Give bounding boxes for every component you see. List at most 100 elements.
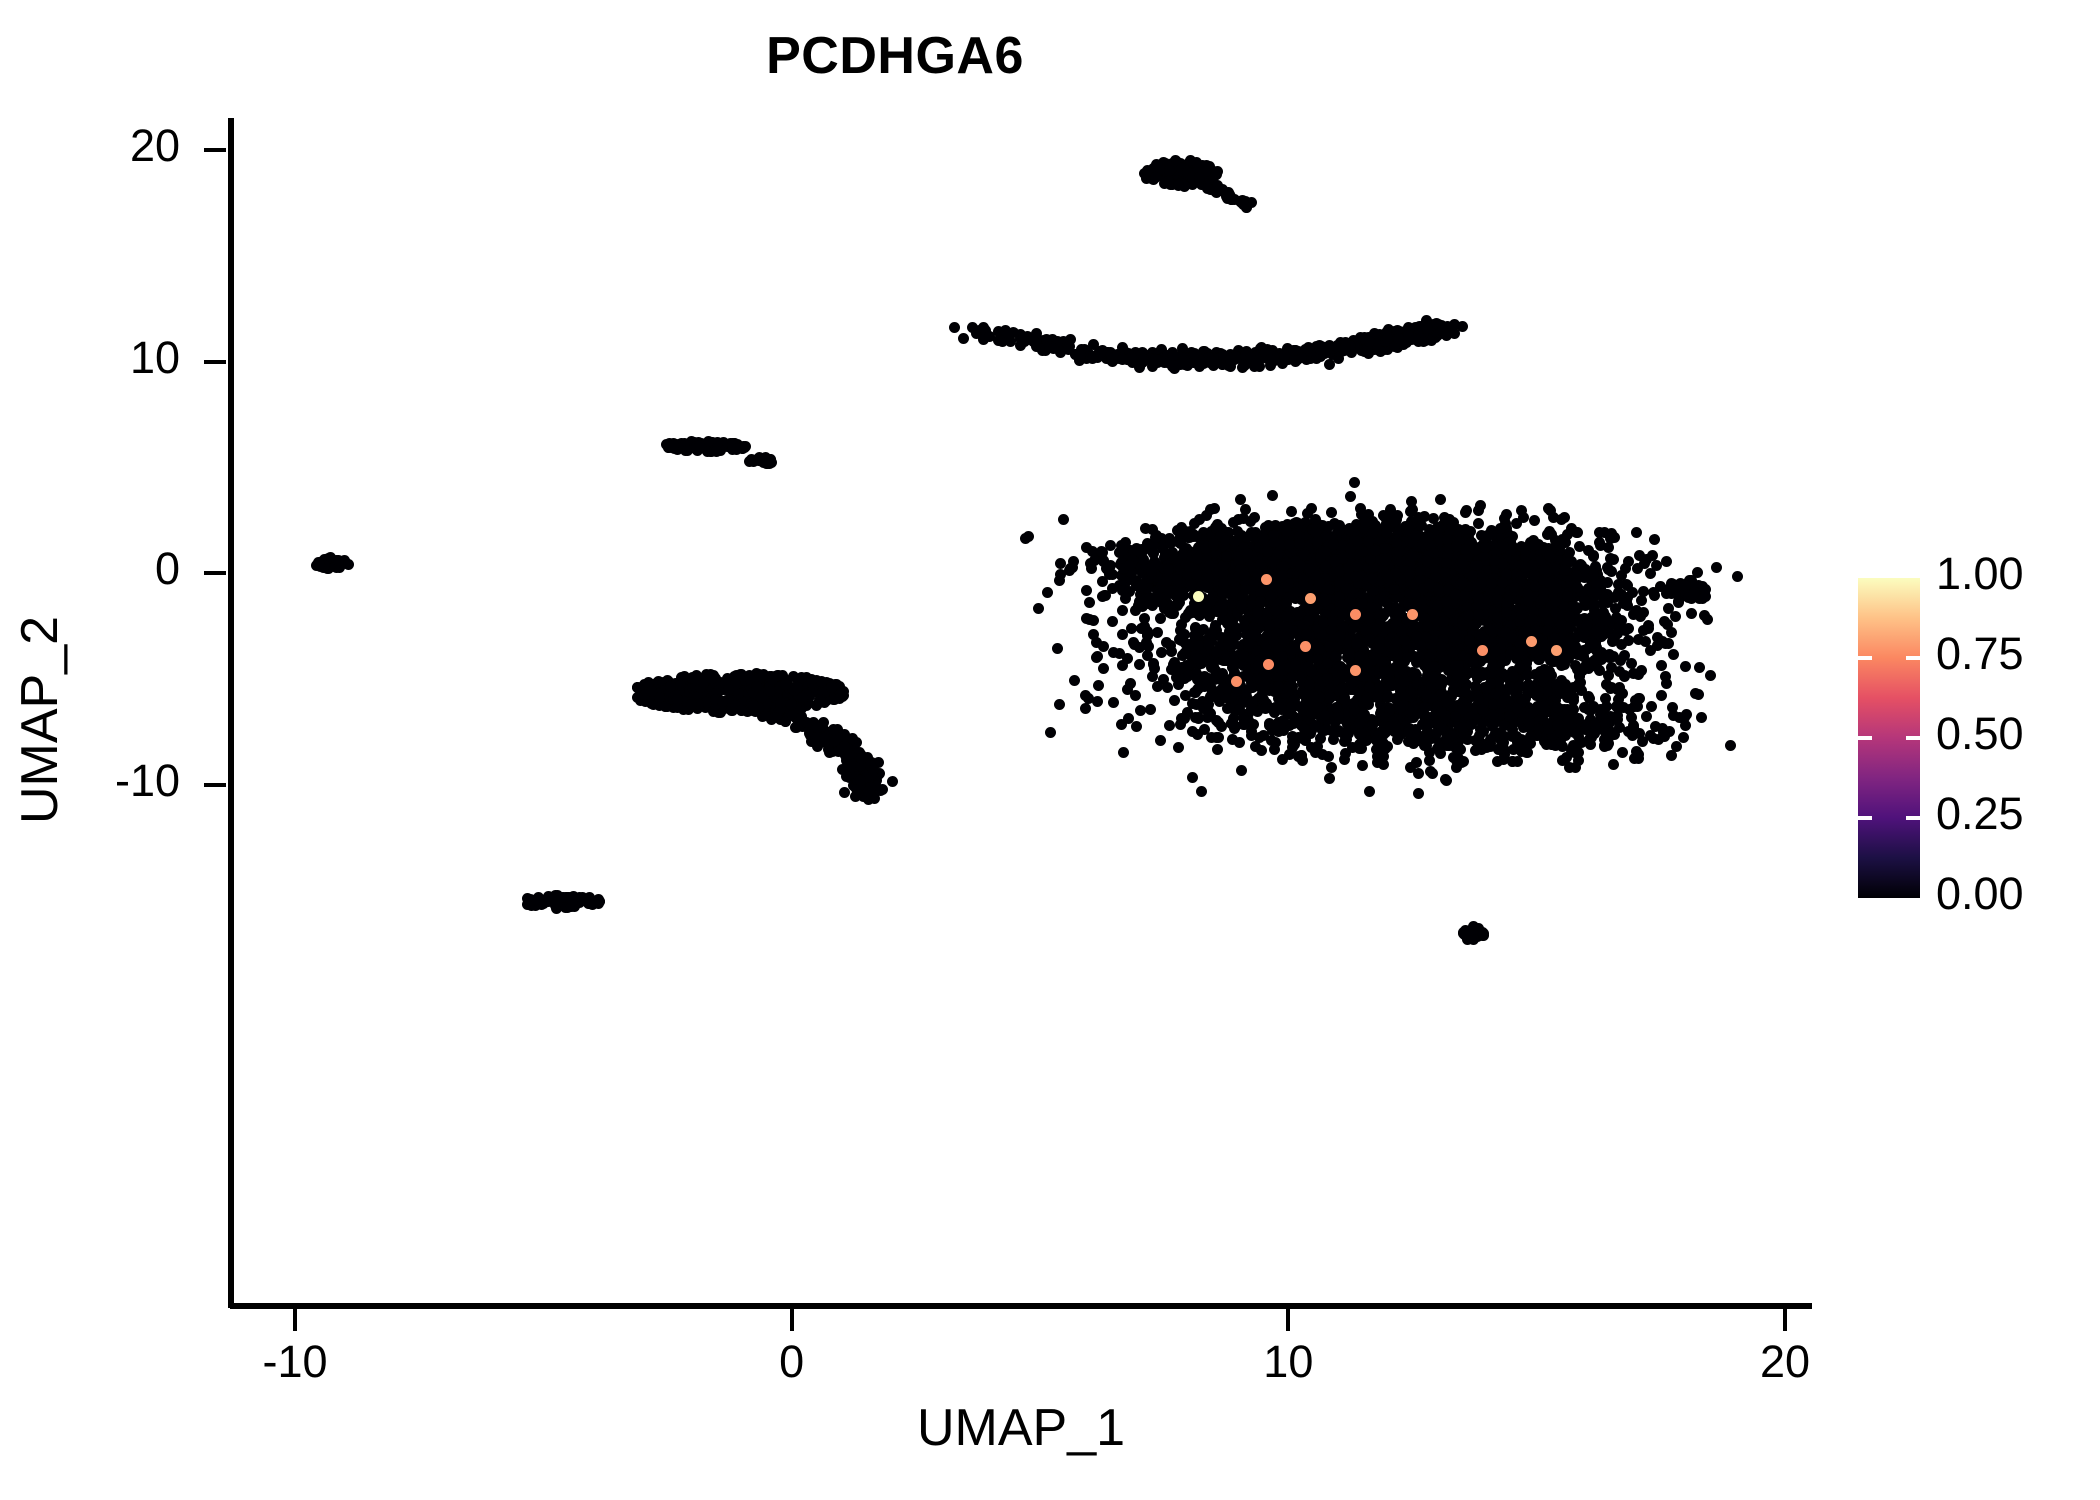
data-point xyxy=(1098,662,1110,674)
data-point xyxy=(1062,344,1074,356)
data-point xyxy=(1409,333,1421,345)
data-point xyxy=(754,452,765,463)
data-point xyxy=(1370,338,1382,350)
data-point xyxy=(342,558,354,570)
data-point xyxy=(1052,642,1064,654)
data-point xyxy=(1057,336,1069,348)
data-point xyxy=(1277,754,1289,766)
data-point xyxy=(1428,512,1440,524)
data-point xyxy=(1630,526,1642,538)
data-point xyxy=(1224,361,1236,373)
data-point xyxy=(1457,321,1469,333)
data-point xyxy=(1268,744,1280,756)
data-point xyxy=(1430,317,1442,329)
data-point xyxy=(1030,327,1042,339)
data-point xyxy=(1042,587,1054,599)
data-point xyxy=(1694,662,1706,674)
data-point xyxy=(1205,355,1217,367)
data-point xyxy=(1582,690,1594,702)
data-point xyxy=(1325,761,1337,773)
data-point xyxy=(1150,353,1162,365)
data-point xyxy=(1389,340,1401,352)
data-point xyxy=(1677,731,1689,743)
data-point xyxy=(1137,346,1149,358)
data-point xyxy=(1081,584,1093,596)
data-point xyxy=(977,333,989,345)
data-point xyxy=(1686,607,1698,619)
data-point xyxy=(1416,321,1428,332)
data-point xyxy=(333,554,345,566)
data-point xyxy=(1194,171,1206,183)
data-point xyxy=(1260,346,1272,358)
data-point xyxy=(1187,772,1199,784)
x-axis-line xyxy=(230,1303,1812,1309)
data-point xyxy=(1141,166,1153,178)
data-point xyxy=(1618,671,1630,683)
data-point xyxy=(1117,354,1129,365)
data-point xyxy=(1137,353,1149,365)
data-point xyxy=(1724,739,1736,751)
data-point xyxy=(1023,531,1035,543)
data-point xyxy=(1173,742,1185,754)
data-point xyxy=(1224,191,1236,202)
data-point xyxy=(1201,183,1213,195)
data-point xyxy=(1167,170,1179,182)
data-point xyxy=(1106,348,1118,360)
data-point xyxy=(1236,361,1248,373)
data-point xyxy=(1666,750,1678,762)
data-point xyxy=(1190,157,1202,168)
data-point xyxy=(1375,346,1387,357)
data-point xyxy=(1448,328,1460,340)
data-point xyxy=(1155,163,1166,175)
data-point xyxy=(667,440,679,451)
data-point xyxy=(1184,155,1196,167)
data-point xyxy=(1150,171,1162,183)
data-point xyxy=(1332,346,1344,358)
data-point xyxy=(1230,350,1242,362)
data-point xyxy=(1636,664,1648,676)
data-point xyxy=(1017,331,1029,343)
y-axis-line xyxy=(228,118,234,1308)
data-point xyxy=(1107,646,1119,658)
data-point xyxy=(1426,334,1438,346)
data-point xyxy=(1363,786,1375,797)
data-point xyxy=(1295,351,1307,363)
data-point xyxy=(983,331,995,343)
data-point xyxy=(1224,354,1236,366)
data-point xyxy=(1236,765,1248,777)
data-point xyxy=(1134,361,1146,373)
data-point xyxy=(1638,625,1650,637)
data-point xyxy=(1054,347,1066,359)
data-point xyxy=(1194,354,1206,366)
data-point xyxy=(1659,670,1671,682)
data-point xyxy=(1097,575,1109,587)
data-point xyxy=(1163,164,1175,176)
data-point xyxy=(1286,506,1297,518)
data-point xyxy=(1057,513,1069,525)
data-point xyxy=(1573,755,1585,767)
data-point xyxy=(1074,349,1086,361)
data-point xyxy=(1528,515,1540,526)
data-point xyxy=(1163,356,1175,368)
data-point xyxy=(1617,746,1629,758)
data-point xyxy=(1287,345,1299,357)
data-point xyxy=(1167,350,1179,362)
data-point xyxy=(1238,199,1249,211)
data-point xyxy=(1211,743,1223,755)
data-point xyxy=(1449,319,1461,331)
data-point xyxy=(1041,334,1052,346)
data-point xyxy=(1645,701,1657,713)
data-point xyxy=(1203,160,1215,172)
data-point xyxy=(1165,179,1176,190)
data-point xyxy=(1193,361,1205,373)
data-point xyxy=(1434,493,1446,505)
data-point xyxy=(1331,341,1343,353)
data-point xyxy=(1131,721,1143,732)
data-point xyxy=(1361,342,1373,353)
data-point xyxy=(1158,178,1170,190)
data-point xyxy=(1636,595,1648,607)
data-point xyxy=(1120,592,1132,604)
data-point xyxy=(1356,760,1368,772)
data-point xyxy=(1403,330,1415,342)
